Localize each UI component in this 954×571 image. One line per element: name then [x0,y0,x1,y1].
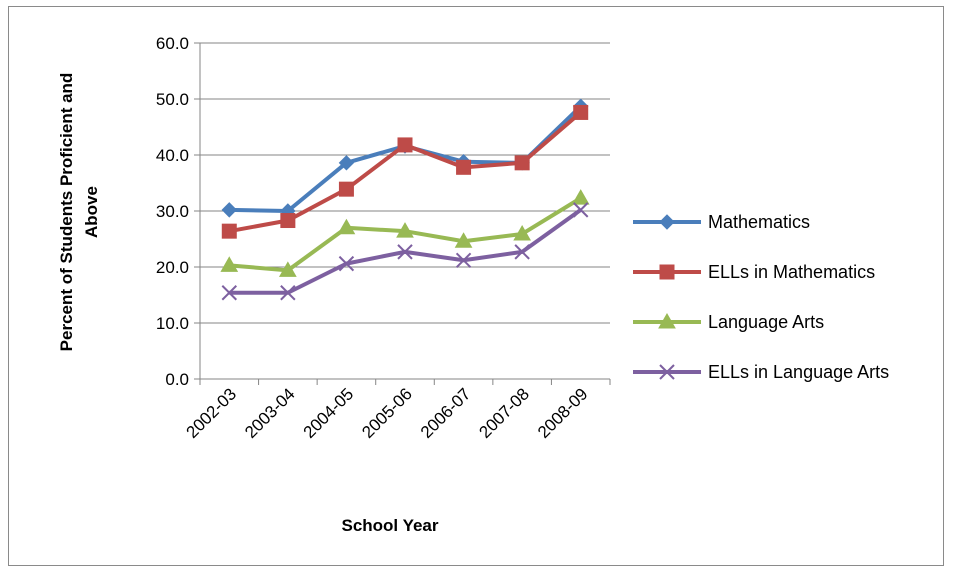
data-point-square [573,104,589,120]
series-0 [221,98,589,219]
y-tick-label: 30.0 [156,202,189,221]
data-point-diamond [338,155,355,171]
x-axis-title: School Year [341,516,438,535]
data-point-x [280,285,296,301]
legend-item: ELLs in Language Arts [633,362,889,382]
x-tick-label: 2006-07 [417,384,475,442]
legend-label: ELLs in Language Arts [708,362,889,382]
data-point-triangle [396,222,414,238]
data-point-triangle [658,312,676,329]
data-point-square [456,159,472,175]
data-point-x [397,244,413,260]
data-point-square [659,264,675,280]
data-point-diamond [659,214,675,230]
x-tick-label: 2004-05 [300,384,358,442]
data-point-x [659,364,675,380]
x-tick-label: 2003-04 [241,384,299,442]
x-tick-label: 2002-03 [183,384,241,442]
x-tick-labels: 2002-03 2003-04 2004-05 2005-06 2006-07 2007-… [183,384,592,442]
x-tick-label: 2007-08 [475,384,533,442]
axes [194,42,611,385]
data-point-square [397,137,413,153]
data-point-triangle [220,256,239,272]
data-point-square [338,181,354,197]
data-point-triangle [337,218,356,235]
x-tick-label: 2008-09 [534,384,592,442]
data-point-x [573,202,589,218]
y-tick-label: 10.0 [156,314,189,333]
data-point-x [455,252,472,268]
y-tick-label: 50.0 [156,90,189,109]
data-point-triangle [278,261,297,277]
series-3 [221,202,589,301]
legend-label: ELLs in Mathematics [708,262,875,282]
y-tick-label: 40.0 [156,146,189,165]
series-1 [221,104,589,239]
data-point-triangle [571,189,590,205]
series-layer [220,98,590,301]
legend-label: Mathematics [708,212,810,232]
data-point-x [221,285,237,301]
legend-item: Mathematics [633,212,810,232]
y-tick-label: 20.0 [156,258,189,277]
data-point-square [514,155,530,171]
x-tick-label: 2005-06 [358,384,416,442]
data-point-diamond [221,202,237,218]
data-point-x [338,255,355,272]
series-2 [220,189,590,277]
legend: Mathematics ELLs in Mathematics Language A… [633,212,889,382]
data-point-x [514,244,530,260]
data-point-triangle [454,232,473,248]
y-tick-labels: 0.0 10.0 20.0 30.0 40.0 50.0 60.0 [156,34,189,389]
y-tick-label: 0.0 [165,370,189,389]
y-tick-label: 60.0 [156,34,189,53]
data-point-square [280,213,296,229]
legend-item: Language Arts [633,312,824,332]
y-axis-title-line-2: Above [82,186,101,238]
data-point-triangle [513,224,532,241]
gridlines [200,42,610,324]
legend-item: ELLs in Mathematics [633,262,875,282]
y-axis-title-line-1: Percent of Students Proficient and [57,73,76,352]
legend-label: Language Arts [708,312,824,332]
data-point-square [221,223,237,239]
